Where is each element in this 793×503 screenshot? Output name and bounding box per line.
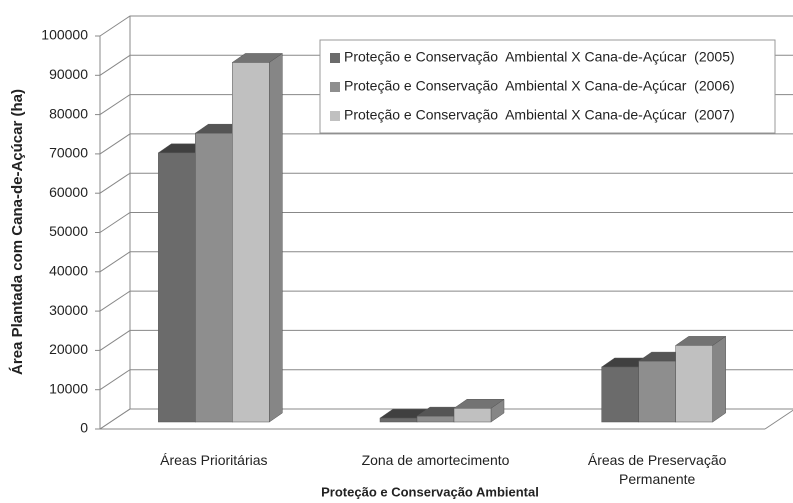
grid-line <box>99 408 793 430</box>
y-tick-label: 50000 <box>49 223 88 239</box>
grid-line <box>99 172 793 194</box>
bar <box>195 132 233 423</box>
floor-right <box>764 409 793 430</box>
bar <box>675 345 713 423</box>
y-tick-label: 90000 <box>49 66 88 82</box>
x-tick-label: Zona de amortecimento <box>361 452 510 468</box>
bar <box>638 360 676 423</box>
y-tick-label: 100000 <box>41 27 88 43</box>
legend-box <box>319 39 776 134</box>
y-axis-title: Área Plantada com Cana-de-Açúcar (ha) <box>9 89 26 375</box>
bar <box>379 417 418 423</box>
y-tick-label: 40000 <box>49 263 88 279</box>
y-tick-label: 60000 <box>49 184 88 200</box>
grid-line <box>99 251 793 273</box>
legend: Proteção e Conservação Ambiental X Cana-… <box>319 39 776 134</box>
legend-swatch <box>330 82 340 92</box>
legend-label: Proteção e Conservação Ambiental X Cana-… <box>344 78 735 94</box>
bar <box>416 415 455 423</box>
x-tick-label: Áreas Prioritárias <box>160 452 268 468</box>
bar-side <box>712 335 726 423</box>
legend-swatch <box>330 111 340 121</box>
y-tick-label: 80000 <box>49 105 88 121</box>
bar <box>158 152 196 423</box>
y-tick-label: 0 <box>80 420 88 436</box>
legend-swatch <box>330 53 340 63</box>
legend-label: Proteção e Conservação Ambiental X Cana-… <box>344 49 735 65</box>
grid-line <box>99 15 793 37</box>
y-tick-label: 20000 <box>49 341 88 357</box>
grid-line <box>99 212 793 233</box>
bar <box>232 62 270 423</box>
x-tick-label: Áreas de Preservação Permanente <box>587 452 727 487</box>
bar <box>601 366 639 423</box>
x-axis-title: Proteção e Conservação Ambiental <box>321 484 539 499</box>
grid-line <box>99 133 793 155</box>
grid-line <box>99 329 793 351</box>
grid-line <box>99 369 793 391</box>
y-tick-label: 30000 <box>49 302 88 318</box>
grid-line <box>99 290 793 312</box>
bar-side <box>269 52 283 423</box>
legend-label: Proteção e Conservação Ambiental X Cana-… <box>344 107 735 123</box>
bar <box>453 408 492 423</box>
y-tick-label: 10000 <box>49 380 88 396</box>
y-tick-label: 70000 <box>49 145 88 161</box>
